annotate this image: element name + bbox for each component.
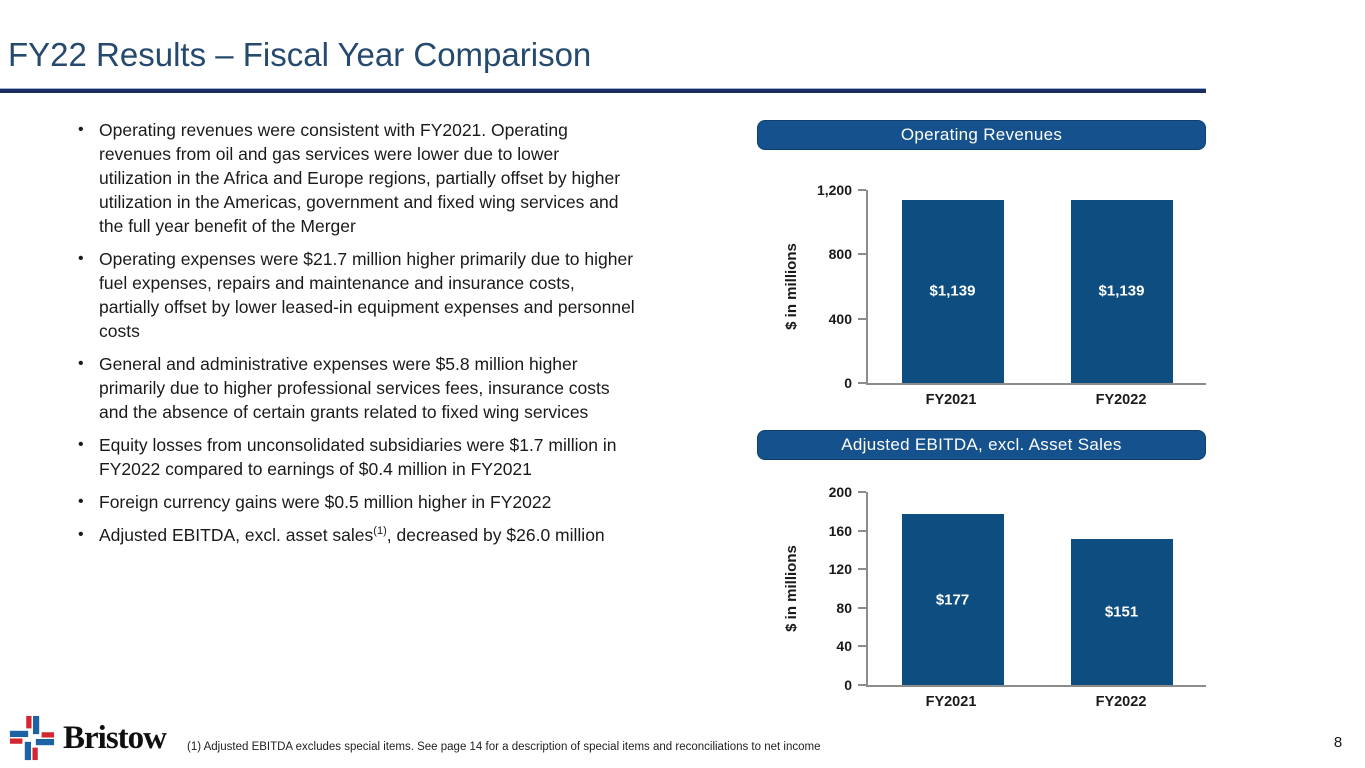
y-axis-tick <box>858 568 866 571</box>
page-number: 8 <box>1333 734 1343 751</box>
bristow-logo: Bristow <box>8 714 167 762</box>
chart-title-banner: Adjusted EBITDA, excl. Asset Sales <box>757 430 1206 460</box>
bar-value-label: $1,139 <box>1098 282 1145 300</box>
y-axis-tick <box>858 645 866 648</box>
bullet-item: Equity losses from unconsolidated subsid… <box>70 433 636 481</box>
plot-area: $ in millions 0 400 800 1,200 $1,139 $1,139 <box>783 182 1206 391</box>
bar-fy2022: $1,139 <box>1070 199 1173 383</box>
bullet-text: Adjusted EBITDA, excl. asset sales <box>99 525 374 545</box>
bullet-item: Adjusted EBITDA, excl. asset sales(1), d… <box>70 523 636 547</box>
bullet-text: Operating expenses were $21.7 million hi… <box>99 249 635 341</box>
bar-slot: $177 <box>868 492 1037 685</box>
x-axis-labels: FY2021 FY2022 <box>866 385 1206 408</box>
bar-value-label: $151 <box>1104 603 1139 621</box>
y-axis-tick-label: 80 <box>836 599 852 616</box>
bullet-text: , decreased by $26.0 million <box>386 525 605 545</box>
bar-fy2022: $151 <box>1070 539 1173 685</box>
bullet-text: General and administrative expenses were… <box>99 354 610 422</box>
bar-value-label: $1,139 <box>929 282 976 300</box>
x-axis-category-label: FY2021 <box>925 392 977 408</box>
bullet-text: Equity losses from unconsolidated subsid… <box>99 435 617 479</box>
y-axis-tick-label: 800 <box>828 246 852 263</box>
bullet-item: Operating revenues were consistent with … <box>70 118 636 238</box>
x-axis-category-label: FY2021 <box>925 694 977 710</box>
y-axis-tick-label: 40 <box>836 638 852 655</box>
adjusted-ebitda-section: Adjusted EBITDA, excl. Asset Sales $ in … <box>757 430 1206 710</box>
bullet-item: General and administrative expenses were… <box>70 352 636 424</box>
bristow-pinwheel-icon <box>9 715 55 761</box>
y-axis-tick-label: 160 <box>828 522 852 539</box>
x-axis-labels: FY2021 FY2022 <box>866 687 1206 710</box>
operating-revenues-bar-chart: $ in millions 0 400 800 1,200 $1,139 $1,139 F… <box>780 182 1206 408</box>
plot-area: $ in millions 0 40 80 120 160 200 $177 $151 <box>783 484 1206 693</box>
chart-title-banner: Operating Revenues <box>757 120 1206 150</box>
y-axis-tick-label: 1,200 <box>816 182 852 198</box>
y-axis-label: $ in millions <box>782 492 800 685</box>
bullet-text: Foreign currency gains were $0.5 million… <box>99 492 552 512</box>
bristow-logo-text: Bristow <box>63 719 167 756</box>
bar-value-label: $177 <box>935 591 970 609</box>
bar-slot: $1,139 <box>1037 190 1206 383</box>
bullet-item: Foreign currency gains were $0.5 million… <box>70 490 636 514</box>
y-axis-label-text: $ in millions <box>782 243 800 330</box>
y-axis-tick <box>858 529 866 532</box>
bars-container: $1,139 $1,139 <box>868 190 1206 383</box>
y-axis-tick <box>858 253 866 256</box>
operating-revenues-section: Operating Revenues $ in millions 0 400 800… <box>757 120 1206 408</box>
y-axis-tick-label: 200 <box>828 484 852 500</box>
y-axis-tick-label: 0 <box>844 677 852 693</box>
footnote: (1) Adjusted EBITDA excludes special ite… <box>187 741 821 753</box>
bullet-item: Operating expenses were $21.7 million hi… <box>70 247 636 343</box>
page-title: FY22 Results – Fiscal Year Comparison <box>8 36 592 73</box>
y-axis-tick-label: 400 <box>828 310 852 327</box>
y-axis-tick-label: 120 <box>828 561 852 578</box>
bar-slot: $151 <box>1037 492 1206 685</box>
bullet-text: Operating revenues were consistent with … <box>99 120 621 236</box>
x-axis-category-label: FY2022 <box>1095 694 1147 710</box>
footnote-marker: (1) <box>373 525 387 538</box>
bar-fy2021: $177 <box>901 514 1004 685</box>
y-axis-label-text: $ in millions <box>782 545 800 632</box>
bars-container: $177 $151 <box>868 492 1206 685</box>
y-axis-tick <box>858 491 866 493</box>
adjusted-ebitda-bar-chart: $ in millions 0 40 80 120 160 200 $177 $151 FY2… <box>780 484 1206 710</box>
y-axis-tick <box>858 317 866 320</box>
y-axis-tick <box>858 382 866 384</box>
y-axis-tick <box>858 684 866 686</box>
title-underline <box>0 88 1206 93</box>
y-axis-tick <box>858 606 866 609</box>
bar-slot: $1,139 <box>868 190 1037 383</box>
bar-fy2021: $1,139 <box>901 199 1004 383</box>
y-axis-label: $ in millions <box>782 190 800 383</box>
bullet-list: Operating revenues were consistent with … <box>70 118 636 556</box>
y-axis-tick <box>858 189 866 191</box>
x-axis-category-label: FY2022 <box>1095 392 1147 408</box>
y-axis-tick-label: 0 <box>844 375 852 391</box>
